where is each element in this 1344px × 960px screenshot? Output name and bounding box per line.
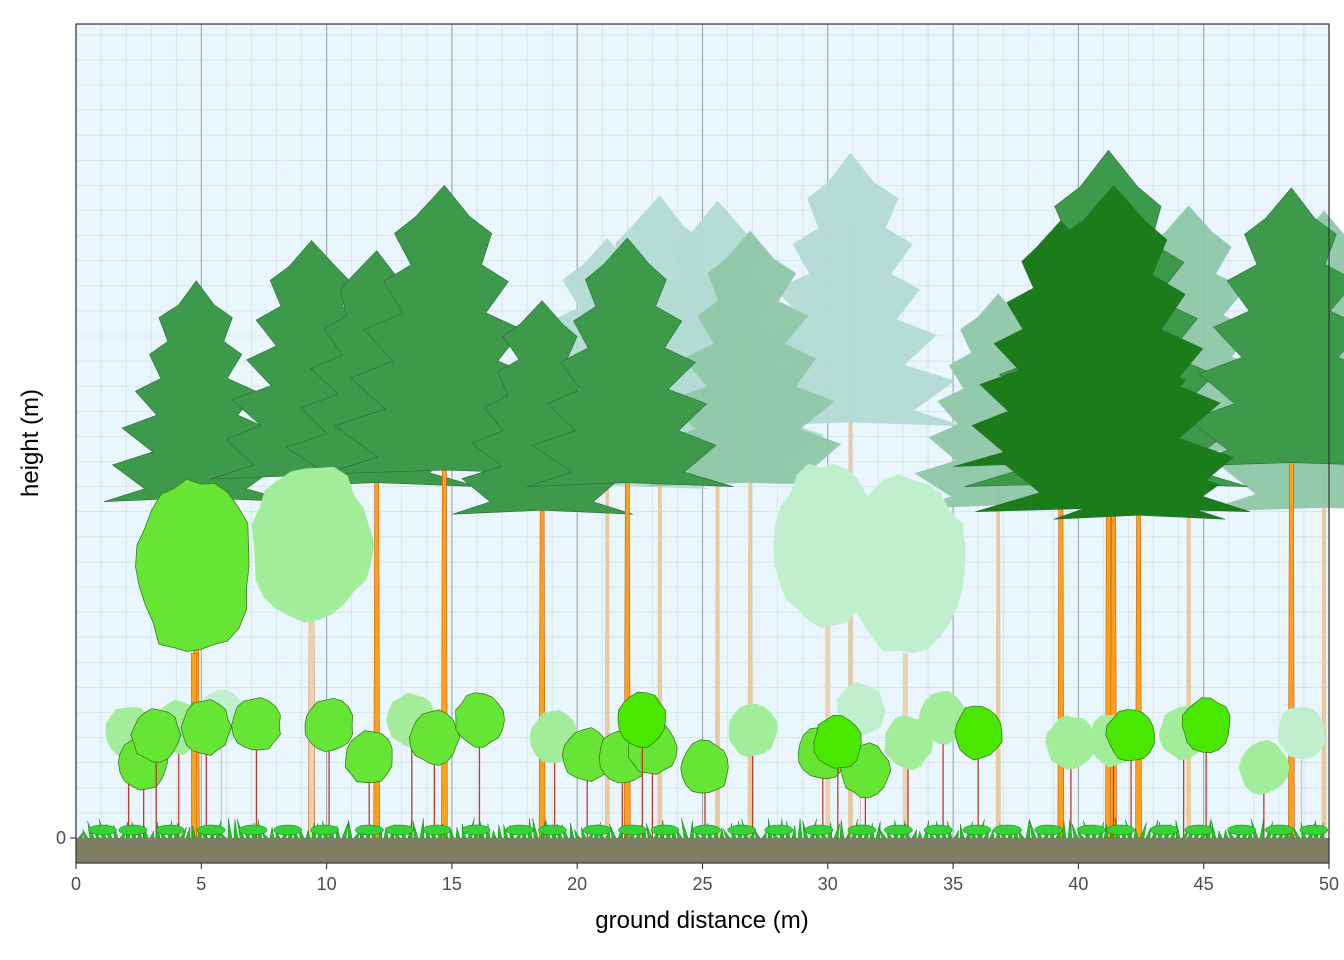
grass-tuft	[1149, 824, 1179, 836]
grass-tuft	[727, 824, 757, 836]
sapling-crown	[455, 692, 505, 748]
x-tick-label: 20	[567, 874, 587, 894]
grass-tuft	[847, 824, 877, 836]
grass-tuft	[118, 824, 148, 836]
grass-tuft	[1264, 824, 1294, 836]
sapling-crown	[617, 691, 666, 749]
grass-tuft	[310, 824, 339, 836]
grass-tuft	[764, 824, 794, 836]
sapling-crown	[130, 708, 182, 763]
grass-tuft	[804, 824, 834, 836]
grass-tuft	[1106, 824, 1135, 836]
broadleaf-trees	[135, 463, 966, 839]
grass-tuft	[355, 824, 384, 836]
sapling-crown	[409, 709, 461, 766]
conifer-crown	[526, 237, 734, 487]
grass-tuft	[962, 824, 992, 836]
grass-tuft	[422, 824, 452, 836]
sapling-crown	[562, 727, 612, 782]
grass-tuft	[273, 824, 302, 836]
x-tick-label: 0	[71, 874, 81, 894]
x-tick-label: 5	[196, 874, 206, 894]
x-tick-label: 35	[943, 874, 963, 894]
grass-tuft	[582, 824, 612, 836]
grass-tuft	[88, 824, 117, 836]
sapling-crown	[180, 699, 233, 756]
grass-tuft	[196, 824, 226, 836]
grass-tuft	[1034, 824, 1063, 836]
broadleaf-crown	[135, 478, 250, 652]
grass-tuft	[385, 824, 414, 836]
grass-tuft	[618, 824, 647, 836]
x-axis-title: ground distance (m)	[595, 907, 808, 934]
sapling-crown	[954, 705, 1003, 761]
x-tick-label: 15	[442, 874, 462, 894]
sapling-crown	[1278, 707, 1326, 759]
grass-tuft	[923, 824, 953, 836]
grass-tuft	[155, 824, 185, 836]
saplings	[105, 682, 1326, 838]
x-tick-label: 10	[317, 874, 337, 894]
conifer-crown	[1053, 310, 1226, 520]
grass-tuft	[1077, 824, 1106, 836]
x-tick-label: 45	[1194, 874, 1214, 894]
grass-tuft	[1299, 824, 1329, 836]
grass-tuft	[505, 824, 535, 836]
sapling-crown	[884, 715, 933, 771]
sapling-crown	[1045, 715, 1095, 770]
sapling-crown	[813, 714, 862, 769]
grass-strip	[77, 817, 1329, 839]
grass-tuft	[993, 824, 1022, 836]
x-axis: 0 5 10 15 20 25 30 35 40 45 50	[71, 863, 1339, 894]
sapling-crown	[680, 739, 729, 794]
conifer-crown	[645, 230, 861, 487]
sapling-crown	[728, 703, 778, 758]
grass-tuft	[692, 824, 721, 836]
grass-tuft	[538, 824, 567, 836]
conifer-trees	[104, 149, 1344, 839]
sapling-crown	[304, 697, 354, 752]
sapling-crown	[1181, 697, 1231, 754]
broadleaf-crown	[843, 474, 966, 654]
grass-tuft	[1184, 824, 1214, 836]
sapling-crown	[1105, 709, 1155, 762]
grass-tuft	[884, 824, 913, 836]
broadleaf-crown	[251, 466, 375, 623]
grass-tuft	[650, 824, 680, 836]
sapling-crown	[1238, 740, 1290, 796]
grass-tuft	[1227, 824, 1256, 836]
grass-tuft	[461, 824, 491, 836]
y-tick-label: 0	[56, 828, 66, 848]
grass-tuft	[238, 824, 268, 836]
ground-band	[76, 838, 1329, 863]
sapling-crown	[344, 730, 393, 783]
sapling-crown	[231, 697, 281, 751]
y-axis: 0	[56, 828, 76, 848]
conifer-crown	[1173, 187, 1344, 467]
y-axis-title: height (m)	[17, 389, 44, 497]
x-tick-label: 50	[1319, 874, 1339, 894]
x-tick-label: 25	[692, 874, 712, 894]
x-tick-label: 40	[1068, 874, 1088, 894]
x-tick-label: 30	[818, 874, 838, 894]
